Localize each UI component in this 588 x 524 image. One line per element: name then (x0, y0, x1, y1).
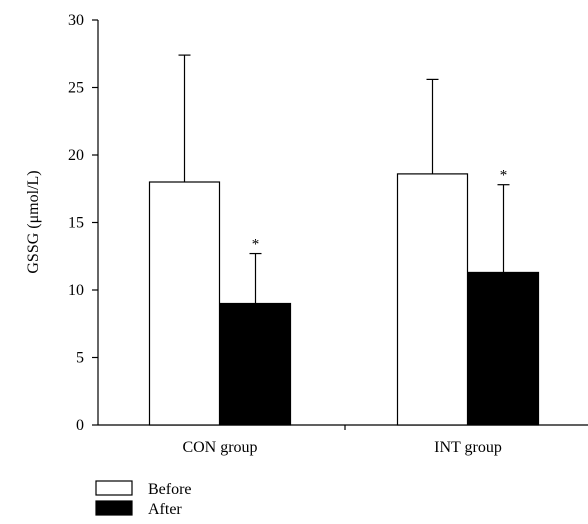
y-tick-label: 30 (68, 12, 84, 29)
y-tick-label: 25 (68, 80, 84, 97)
bar-before-1 (396, 173, 469, 426)
bar-after-0 (219, 302, 292, 426)
legend-label-before: Before (148, 481, 192, 498)
legend-swatch-before (95, 480, 133, 496)
significance-marker: * (500, 168, 508, 184)
significance-marker: * (252, 237, 260, 253)
y-axis-title: GSSG (μmol/L) (25, 170, 42, 273)
bar-before-0 (148, 181, 221, 426)
y-tick-label: 10 (68, 282, 84, 299)
legend-swatch-after (95, 500, 133, 516)
x-category-label: CON group (182, 439, 257, 456)
bar-after-1 (467, 271, 540, 426)
y-tick-label: 0 (76, 417, 84, 434)
legend-label-after: After (148, 501, 182, 518)
y-tick-label: 15 (68, 215, 84, 232)
y-tick-label: 20 (68, 147, 84, 164)
x-category-label: INT group (434, 439, 502, 456)
y-tick-label: 5 (76, 350, 84, 367)
legend: Before After (95, 480, 192, 518)
plot-area: 0 5 10 15 20 25 30 * CON group * INT group (68, 12, 588, 456)
